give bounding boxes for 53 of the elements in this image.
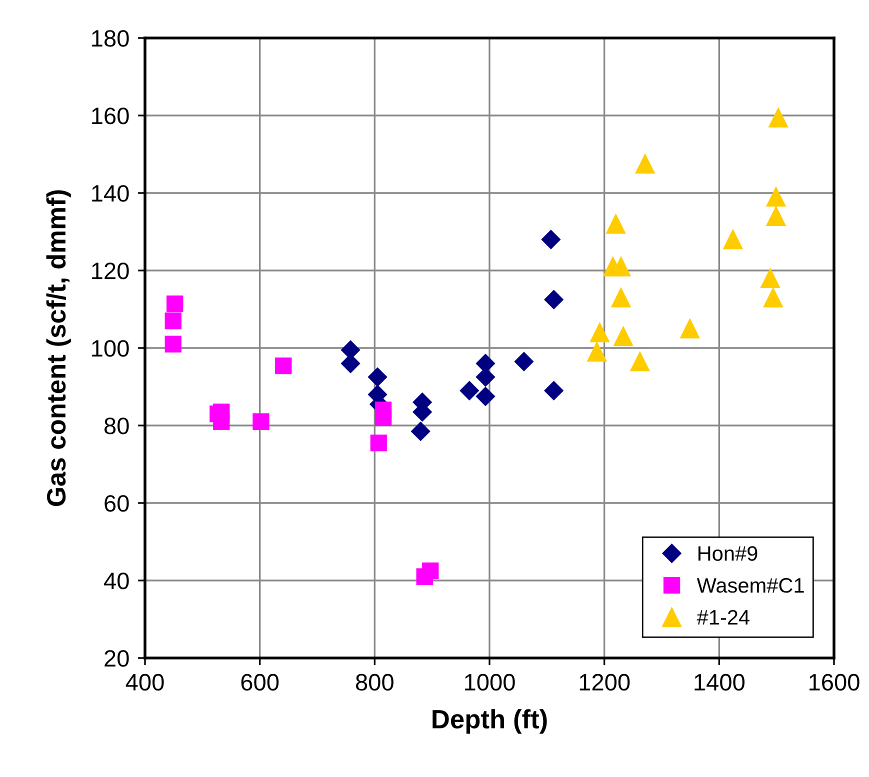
point [590,322,610,342]
point [544,290,564,310]
point [370,434,388,452]
point [763,288,783,308]
point [164,336,182,352]
x-tick-label: 800 [356,674,394,691]
point [422,562,439,580]
y-tick-label: 180 [92,30,129,47]
point [760,268,780,288]
y-tick-label: 100 [92,340,129,357]
point [411,422,430,441]
point [635,154,655,174]
y-tick-label: 20 [104,650,129,667]
point [680,318,700,338]
point [766,206,786,226]
point [611,256,631,276]
y-tick-label: 60 [104,495,129,512]
y-tick-label: 40 [104,572,129,590]
point [166,295,184,312]
point [164,312,182,330]
point [275,357,292,374]
point [606,214,626,234]
point [768,108,788,128]
x-axis-title: Depth (ft) [432,709,547,734]
point [541,230,560,250]
point [611,288,631,308]
y-tick-label: 140 [92,185,129,202]
x-tick-label: 400 [126,674,164,691]
x-tick-label: 1600 [810,674,860,691]
point [460,381,479,400]
point [766,187,786,207]
point [476,386,496,406]
legend-label: #1-24 [696,610,750,625]
point [630,352,650,372]
y-tick-label: 160 [92,108,129,124]
y-tick-label: 120 [92,262,129,280]
point [368,368,388,387]
x-tick-label: 1200 [580,674,630,691]
point [544,381,564,400]
point [252,413,270,430]
point [587,342,607,362]
point [213,413,230,430]
legend-label: Hon#9 [698,546,758,561]
point [514,352,534,372]
y-tick-label: 80 [104,418,129,434]
x-tick-label: 1400 [694,674,745,691]
x-tick-label: 1000 [465,674,515,691]
x-tick-label: 600 [241,674,279,691]
point [614,326,634,346]
point [374,409,392,426]
point [723,230,743,250]
y-axis-title: Gas content (scf/t, dmmf) [46,190,71,506]
legend-label: Wasem#C1 [696,578,804,593]
